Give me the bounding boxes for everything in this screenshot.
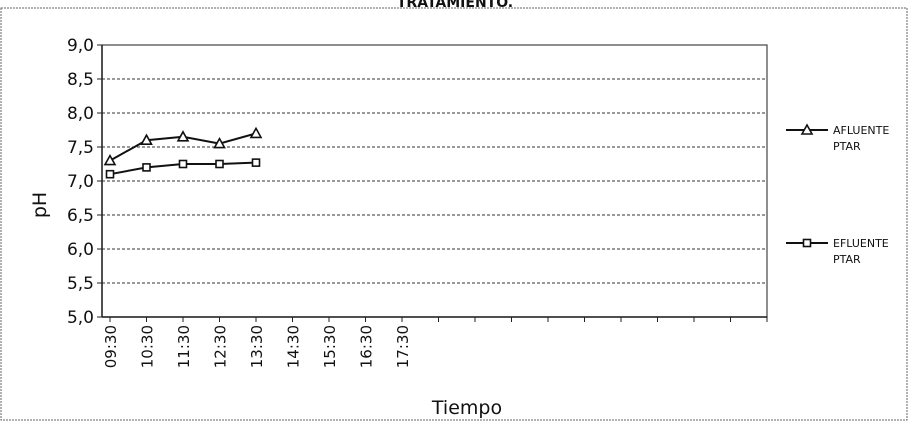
y-tick-label: 6,5 [67, 206, 94, 226]
y-tick-label: 7,0 [67, 172, 94, 192]
data-point-square [251, 158, 261, 167]
chart-frame [0, 7, 908, 421]
series [103, 126, 263, 179]
gridlines [102, 78, 767, 284]
legend-label: EFLUENTE [833, 237, 889, 250]
x-tick-label: 17:30 [394, 325, 412, 368]
legend-label: AFLUENTE [833, 124, 889, 137]
y-axis-title: pH [29, 192, 51, 218]
x-tick-label: 13:30 [248, 325, 266, 368]
x-tick-label: 15:30 [321, 325, 339, 368]
legend-label: PTAR [833, 140, 861, 153]
legend: AFLUENTE PTAR EFLUENTE PTAR [786, 123, 889, 266]
data-point-triangle [140, 133, 153, 145]
data-point-square [178, 159, 188, 169]
legend-item-2: EFLUENTE PTAR [786, 237, 889, 266]
x-axis-ticks: 09:30 10:30 11:30 12:30 13:30 14:30 15:30 16:30… [102, 317, 768, 368]
data-point-square [105, 169, 115, 179]
series-2 [105, 158, 261, 179]
y-tick-label: 6,0 [67, 240, 94, 260]
data-point-triangle [249, 126, 263, 139]
legend-marker-square [802, 238, 812, 248]
x-tick-label: 09:30 [102, 325, 120, 368]
data-point-triangle [213, 136, 226, 149]
data-point-square [215, 159, 224, 169]
x-tick-label: 10:30 [139, 325, 157, 368]
legend-item-1: AFLUENTE PTAR [786, 123, 889, 153]
data-point-triangle [176, 130, 190, 142]
y-tick-label: 5,5 [67, 274, 94, 294]
x-tick-label: 14:30 [285, 325, 303, 368]
data-point-triangle [103, 153, 117, 166]
y-tick-label: 9,0 [67, 36, 94, 56]
x-tick-label: 11:30 [175, 325, 193, 368]
series-1 [103, 126, 263, 166]
x-tick-label: 12:30 [212, 325, 230, 368]
x-tick-label: 16:30 [358, 325, 376, 368]
y-axis-ticks: 5,0 5,5 6,0 6,5 7,0 7,5 8,0 8,5 9,0 [67, 36, 102, 328]
y-tick-label: 8,0 [67, 104, 94, 124]
y-tick-label: 7,5 [67, 138, 94, 158]
data-point-square [142, 163, 151, 172]
y-tick-label: 5,0 [67, 308, 94, 328]
x-axis-title: Tiempo [431, 397, 502, 419]
legend-marker-triangle [800, 123, 814, 135]
chart-title: TRATAMIENTO. [397, 0, 513, 11]
legend-label: PTAR [833, 253, 861, 266]
y-tick-label: 8,5 [67, 70, 94, 90]
